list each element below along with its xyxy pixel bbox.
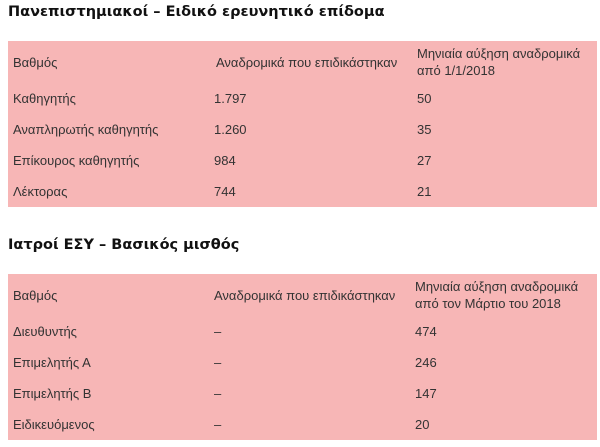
table-cell: 50 [417, 91, 432, 106]
table-cell: 1.260 [214, 122, 247, 137]
section-title-professors: Πανεπιστημιακοί – Ειδικό ερευνητικό επίδ… [8, 4, 385, 20]
table-cell: 21 [417, 184, 432, 199]
table-cell: Λέκτορας [13, 184, 68, 199]
table-cell: Επιμελητής Β [13, 386, 92, 401]
table-cell: 27 [417, 153, 432, 168]
table-cell: Διευθυντής [13, 324, 77, 339]
table-header-row: Βαθμός Αναδρομικά που επιδικάστηκαν Μηνι… [8, 41, 597, 83]
header-cell: Αναδρομικά που επιδικάστηκαν [214, 287, 396, 303]
doctors-table: Βαθμός Αναδρομικά που επιδικάστηκαν Μηνι… [8, 274, 597, 440]
table-cell: 984 [214, 153, 236, 168]
table-cell: – [214, 355, 222, 370]
table-row: Διευθυντής – 474 [8, 316, 597, 347]
table-cell: 147 [415, 386, 437, 401]
header-cell: Μηνιαία αύξηση αναδρομικά από 1/1/2018 [417, 46, 581, 78]
table-cell: Καθηγητής [13, 91, 76, 106]
table-cell: 744 [214, 184, 236, 199]
table-cell: – [214, 417, 222, 432]
table-row: Επίκουρος καθηγητής 984 27 [8, 145, 597, 176]
table-cell: 474 [415, 324, 437, 339]
table-cell: Επιμελητής Α [13, 355, 91, 370]
table-cell: Επίκουρος καθηγητής [13, 153, 140, 168]
table-cell: – [214, 324, 222, 339]
table-cell: 246 [415, 355, 437, 370]
table-row: Επιμελητής Α – 246 [8, 347, 597, 378]
table-cell: 35 [417, 122, 432, 137]
professors-table: Βαθμός Αναδρομικά που επιδικάστηκαν Μηνι… [8, 41, 597, 207]
header-cell: Αναδρομικά που επιδικάστηκαν [216, 54, 398, 70]
table-cell: 1.797 [214, 91, 247, 106]
table-cell: Ειδικευόμενος [13, 417, 95, 432]
table-row: Αναπληρωτής καθηγητής 1.260 35 [8, 114, 597, 145]
table-row: Ειδικευόμενος – 20 [8, 409, 597, 440]
table-row: Καθηγητής 1.797 50 [8, 83, 597, 114]
header-cell: Βαθμός [13, 54, 58, 70]
header-cell: Βαθμός [13, 287, 58, 303]
section-title-doctors: Ιατροί ΕΣΥ – Βασικός μισθός [8, 237, 240, 253]
table-cell: 20 [415, 417, 430, 432]
table-header-row: Βαθμός Αναδρομικά που επιδικάστηκαν Μηνι… [8, 274, 597, 316]
table-cell: – [214, 386, 222, 401]
header-cell: Μηνιαία αύξηση αναδρομικά από τον Μάρτιο… [415, 279, 579, 311]
table-row: Επιμελητής Β – 147 [8, 378, 597, 409]
table-cell: Αναπληρωτής καθηγητής [13, 122, 159, 137]
table-row: Λέκτορας 744 21 [8, 176, 597, 207]
